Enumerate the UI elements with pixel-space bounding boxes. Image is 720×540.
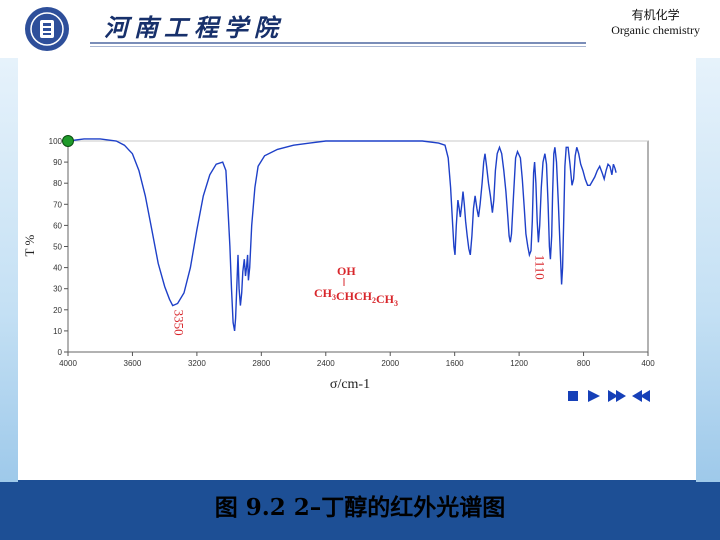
y-tick-label: 60 — [53, 221, 62, 230]
course-title-cn: 有机化学 — [631, 8, 680, 22]
right-gradient-band — [696, 58, 720, 482]
x-tick-label: 3200 — [188, 359, 206, 368]
y-axis-label: T % — [22, 235, 37, 257]
x-tick-label: 3600 — [124, 359, 142, 368]
x-tick-label: 800 — [577, 359, 591, 368]
y-tick-label: 20 — [53, 306, 62, 315]
course-title: 有机化学 Organic chemistry — [611, 8, 700, 38]
x-axis-label: σ/cm-1 — [330, 377, 370, 392]
x-tick-label: 1600 — [446, 359, 464, 368]
nav-last-icon[interactable] — [608, 390, 626, 402]
figure-caption: 图 9.2 2–丁醇的红外光谱图 — [214, 494, 506, 521]
peak-label: 3350 — [172, 310, 187, 336]
x-tick-label: 2800 — [252, 359, 270, 368]
x-tick-label: 4000 — [59, 359, 77, 368]
molecule-oh: OH — [337, 264, 356, 278]
nav-first-icon[interactable] — [632, 390, 650, 402]
left-gradient-band — [0, 58, 18, 482]
course-title-en: Organic chemistry — [611, 23, 700, 37]
nav-next-icon[interactable] — [588, 390, 600, 402]
molecule-formula: CH3CHCH2CH3 — [314, 286, 398, 308]
header-rule — [90, 42, 586, 44]
peak-annotations: 3350 1110 — [172, 255, 548, 336]
spectrum-start-marker — [62, 135, 74, 147]
molecule-structure: OH CH3CHCH2CH3 — [314, 264, 398, 308]
peak-label: 1110 — [533, 255, 548, 280]
slide-navigation — [568, 390, 650, 402]
x-tick-label: 400 — [641, 359, 655, 368]
y-tick-label: 50 — [53, 243, 62, 252]
y-tick-label: 0 — [58, 348, 63, 357]
x-axis-ticks: 4000 3600 3200 2800 2400 2000 1600 1200 800 400 — [59, 352, 655, 368]
y-tick-label: 80 — [53, 179, 62, 188]
y-tick-label: 90 — [53, 158, 62, 167]
x-tick-label: 1200 — [510, 359, 528, 368]
y-axis-ticks: 0 10 20 30 40 50 60 70 80 90 100 — [49, 137, 68, 357]
x-tick-label: 2000 — [381, 359, 399, 368]
school-name: 河南工程学院 — [104, 13, 284, 42]
school-logo-icon — [25, 7, 69, 51]
spectrum-line — [67, 138, 617, 332]
y-tick-label: 30 — [53, 285, 62, 294]
ir-spectrum-chart: 0 10 20 30 40 50 60 70 80 90 100 4000 3600 3200 2800 2… — [22, 135, 655, 392]
y-tick-label: 100 — [49, 137, 63, 146]
nav-stop-icon[interactable] — [568, 391, 578, 401]
slide-header: 河南工程学院 有机化学 Organic chemistry — [0, 0, 720, 58]
header-rule-thin — [90, 46, 586, 47]
y-tick-label: 70 — [53, 200, 62, 209]
content-panel: 0 10 20 30 40 50 60 70 80 90 100 4000 3600 3200 2800 2… — [18, 58, 696, 480]
x-tick-label: 2400 — [317, 359, 335, 368]
y-tick-label: 10 — [53, 327, 62, 336]
y-tick-label: 40 — [53, 264, 62, 273]
